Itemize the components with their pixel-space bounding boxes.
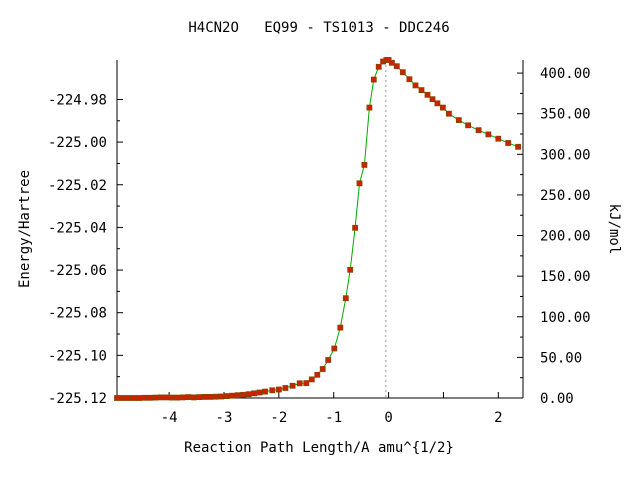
data-point (240, 391, 247, 398)
y-tick-label: -225.08 (48, 306, 107, 322)
data-point (319, 366, 326, 372)
data-point (119, 395, 126, 401)
energy-curve-line (117, 59, 519, 399)
data-point (146, 394, 153, 401)
data-point (256, 389, 263, 396)
y-tick-label: -225.02 (48, 178, 107, 194)
data-point (399, 69, 406, 76)
y2-tick-label: 100.00 (540, 310, 591, 326)
x-tick-label: -1 (325, 410, 342, 426)
data-point (218, 393, 225, 400)
data-point (445, 110, 452, 117)
y-axis-label: Energy/Hartree (17, 170, 33, 288)
data-point (269, 387, 276, 394)
data-point (424, 91, 431, 98)
data-point (251, 390, 258, 397)
data-point (141, 394, 148, 401)
y-tick-label: -225.04 (48, 220, 107, 236)
data-point (179, 394, 186, 401)
x-axis-label: Reaction Path Length/A amu^{1/2} (184, 440, 454, 456)
data-point (406, 76, 413, 83)
data-point (168, 394, 175, 401)
data-point (475, 127, 482, 134)
data-point (393, 63, 400, 70)
data-point (439, 104, 446, 111)
data-point (185, 394, 192, 401)
data-point (352, 224, 359, 231)
data-point (245, 391, 252, 398)
y2-tick-label: 50.00 (540, 350, 582, 366)
data-point-markers (114, 57, 521, 401)
y2-tick-label: 350.00 (540, 107, 591, 123)
y2-axis-label: kJ/mol (606, 204, 622, 255)
data-point (515, 143, 521, 150)
data-point (331, 345, 338, 352)
data-point (337, 324, 344, 331)
data-point (174, 394, 181, 401)
y2-tick-label: 0.00 (540, 391, 574, 407)
y-tick-label: -225.12 (48, 391, 107, 407)
data-point (152, 394, 159, 401)
axis-ticks: -4 -3 -2 -1 0 2 -224.98 -225.00 -225.02 -225.04 -2… (48, 66, 591, 426)
data-point (388, 59, 395, 66)
data-point (275, 386, 282, 393)
data-point (207, 393, 214, 400)
data-point (429, 96, 436, 103)
data-point (201, 393, 208, 400)
data-point (370, 76, 377, 83)
data-point (505, 140, 512, 146)
data-point (125, 395, 131, 401)
x-tick-label: -4 (161, 410, 178, 426)
data-point (114, 395, 120, 401)
data-point (347, 266, 354, 273)
data-point (418, 87, 425, 93)
data-point (412, 82, 419, 89)
data-point (196, 394, 203, 401)
y2-tick-label: 300.00 (540, 147, 591, 163)
data-point (262, 388, 269, 395)
data-point (234, 392, 241, 399)
data-point (282, 385, 289, 391)
y-tick-label: -225.06 (48, 263, 107, 279)
data-point (130, 395, 137, 401)
data-point (325, 357, 332, 363)
data-point (366, 104, 373, 111)
x-tick-label: -2 (270, 410, 287, 426)
x-tick-label: 0 (384, 410, 392, 426)
y-tick-label: -224.98 (48, 92, 107, 108)
y2-tick-label: 250.00 (540, 188, 591, 204)
data-point (163, 394, 170, 401)
data-point (212, 393, 219, 400)
y-tick-label: -225.10 (48, 348, 107, 364)
y2-tick-label: 200.00 (540, 229, 591, 245)
data-point (308, 376, 315, 383)
x-tick-label: 2 (494, 410, 502, 426)
data-point (485, 131, 492, 138)
data-point (356, 180, 363, 187)
data-point (135, 395, 142, 401)
data-point (465, 122, 472, 129)
data-point (289, 382, 296, 389)
x-tick-label: -3 (216, 410, 233, 426)
y-tick-label: -225.00 (48, 135, 107, 151)
data-point (223, 393, 230, 400)
data-point (314, 371, 321, 378)
data-point (157, 394, 164, 401)
data-point (495, 135, 502, 142)
y2-tick-label: 400.00 (540, 66, 591, 82)
data-point (296, 380, 303, 387)
chart-title: H4CN2O EQ99 - TS1013 - DDC246 (188, 20, 449, 36)
data-point (361, 161, 368, 168)
y2-tick-label: 150.00 (540, 269, 591, 285)
data-point (434, 100, 441, 107)
data-point (190, 394, 197, 401)
data-point (229, 392, 236, 399)
data-point (455, 117, 462, 123)
data-point (303, 380, 310, 387)
data-point (375, 63, 382, 70)
data-point (342, 295, 349, 302)
